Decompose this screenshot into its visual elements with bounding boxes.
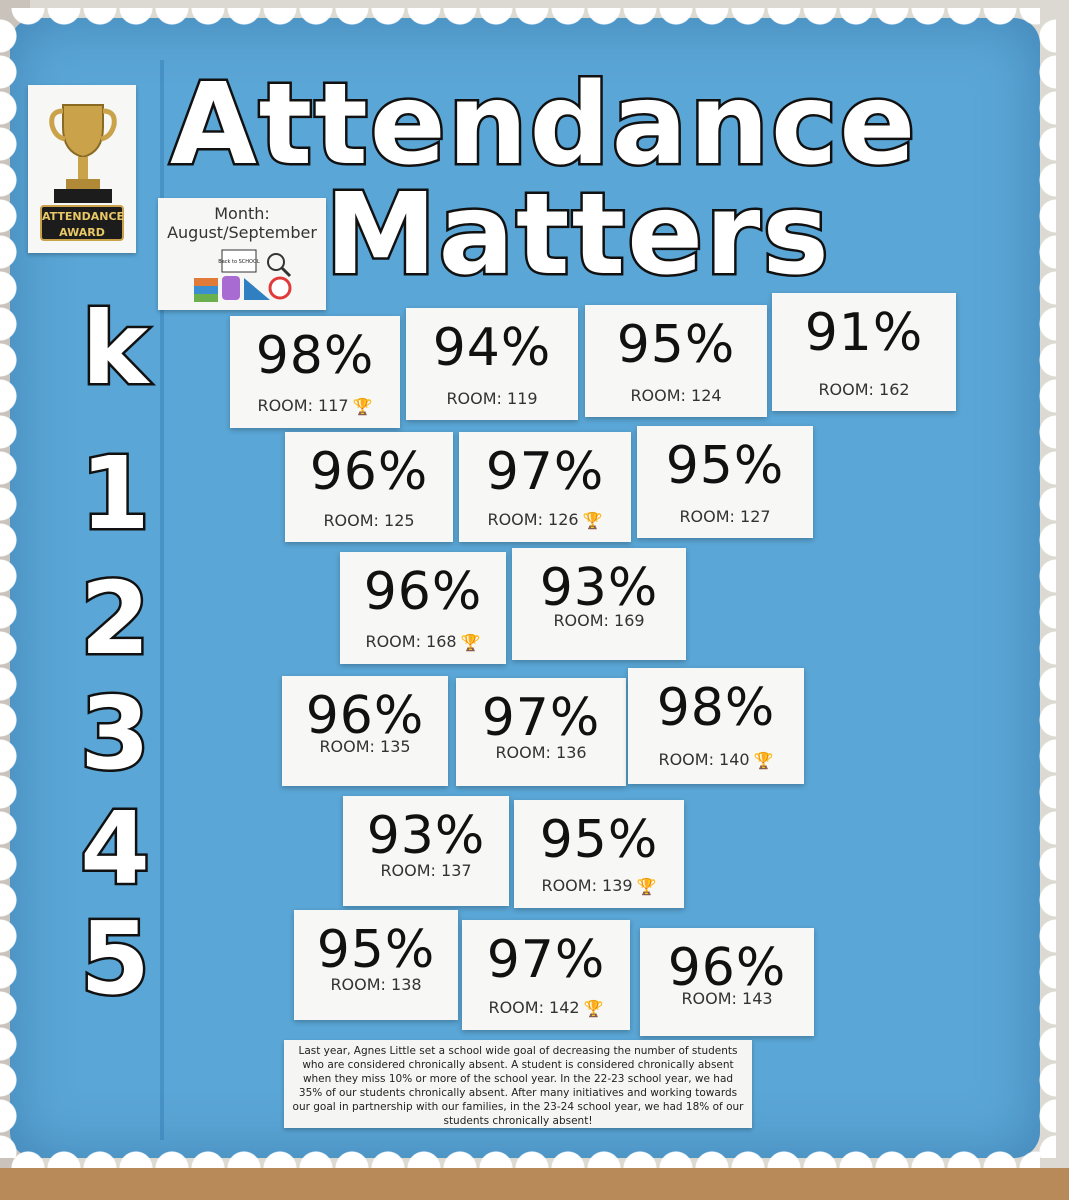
title-line-2: Matters [323, 168, 832, 303]
grade-label-4: 4 [78, 788, 153, 910]
trophy-icon: 🏆 [352, 397, 373, 416]
attendance-percent: 93% [539, 558, 659, 618]
room-card: 98% ROOM: 117 🏆 [230, 316, 400, 428]
trophy-icon [49, 104, 117, 203]
room-card: 94% ROOM: 119 [406, 308, 578, 420]
trophy-icon: 🏆 [583, 999, 604, 1018]
room-card: 95% ROOM: 127 [637, 426, 813, 538]
room-number: ROOM: 119 [446, 389, 538, 408]
room-number: ROOM: 117 [257, 396, 349, 415]
room-card: 96% ROOM: 135 [282, 676, 448, 786]
room-card: 93% ROOM: 169 [512, 548, 686, 660]
room-number: ROOM: 127 [679, 507, 771, 526]
room-card: 96% ROOM: 168 🏆 [340, 552, 506, 664]
room-number: ROOM: 162 [818, 380, 910, 399]
month-value: August/September [167, 223, 317, 242]
room-number: ROOM: 142 [488, 998, 580, 1017]
scalloped-border-top [10, 8, 1040, 36]
room-card: 96% ROOM: 125 [285, 432, 453, 542]
room-number: ROOM: 143 [681, 989, 773, 1008]
month-card: Month: August/September Back to SCHOOL [158, 198, 326, 310]
scalloped-border-bottom [10, 1140, 1040, 1168]
room-number: ROOM: 139 [541, 876, 633, 895]
paper-seam [160, 60, 164, 1140]
room-number: ROOM: 168 [365, 632, 457, 651]
attendance-percent: 98% [255, 326, 375, 386]
attendance-percent: 95% [616, 315, 736, 375]
attendance-percent: 95% [539, 810, 659, 870]
award-line-1: ATTENDANCE [42, 210, 125, 223]
month-label: Month: [214, 204, 270, 223]
attendance-percent: 96% [363, 562, 483, 622]
room-card: 93% ROOM: 137 [343, 796, 509, 906]
room-number: ROOM: 137 [380, 861, 472, 880]
award-line-2: AWARD [59, 226, 105, 239]
attendance-percent: 97% [485, 442, 605, 502]
room-number: ROOM: 125 [323, 511, 415, 530]
attendance-percent: 96% [309, 442, 429, 502]
grade-label-3: 3 [78, 673, 153, 795]
attendance-percent: 97% [486, 930, 606, 990]
attendance-award-sign: ATTENDANCE AWARD [28, 85, 136, 253]
room-number: ROOM: 140 [658, 750, 750, 769]
attendance-percent: 96% [305, 686, 425, 746]
room-number: ROOM: 136 [495, 743, 587, 762]
attendance-percent: 91% [804, 303, 924, 363]
school-supplies-icon: Back to SCHOOL [194, 249, 292, 302]
room-number: ROOM: 124 [630, 386, 722, 405]
room-card: 98% ROOM: 140 🏆 [628, 668, 804, 784]
scalloped-border-left [0, 18, 28, 1158]
trophy-icon: 🏆 [460, 633, 481, 652]
scalloped-border-right [1028, 18, 1056, 1158]
room-number: ROOM: 126 [487, 510, 579, 529]
grade-label-1: 1 [78, 433, 153, 555]
trophy-icon: 🏆 [582, 511, 603, 530]
grade-label-5: 5 [78, 898, 153, 1020]
attendance-percent: 93% [366, 806, 486, 866]
room-card: 95% ROOM: 139 🏆 [514, 800, 684, 908]
room-card: 91% ROOM: 162 [772, 293, 956, 411]
attendance-percent: 95% [665, 436, 785, 496]
room-number: ROOM: 135 [319, 737, 411, 756]
trophy-icon: 🏆 [753, 751, 774, 770]
room-card: 95% ROOM: 124 [585, 305, 767, 417]
room-card: 97% ROOM: 142 🏆 [462, 920, 630, 1030]
chronic-absence-note: Last year, Agnes Little set a school wid… [284, 1040, 752, 1128]
trophy-icon: 🏆 [636, 877, 657, 896]
grade-label-2: 2 [78, 558, 153, 680]
award-plate: ATTENDANCE AWARD [40, 205, 124, 241]
title-line-1: Attendance [167, 58, 918, 193]
room-number: ROOM: 138 [330, 975, 422, 994]
grade-label-k: k [79, 288, 151, 410]
attendance-percent: 96% [667, 938, 787, 998]
attendance-percent: 94% [432, 318, 552, 378]
room-card: 95% ROOM: 138 [294, 910, 458, 1020]
attendance-percent: 97% [481, 688, 601, 748]
attendance-percent: 98% [656, 678, 776, 738]
room-card: 97% ROOM: 136 [456, 678, 626, 786]
room-number: ROOM: 169 [553, 611, 645, 630]
attendance-percent: 95% [316, 920, 436, 980]
room-card: 97% ROOM: 126 🏆 [459, 432, 631, 542]
floor-trim [0, 1168, 1069, 1200]
month-badge: Back to SCHOOL [218, 259, 260, 265]
room-card: 96% ROOM: 143 [640, 928, 814, 1036]
